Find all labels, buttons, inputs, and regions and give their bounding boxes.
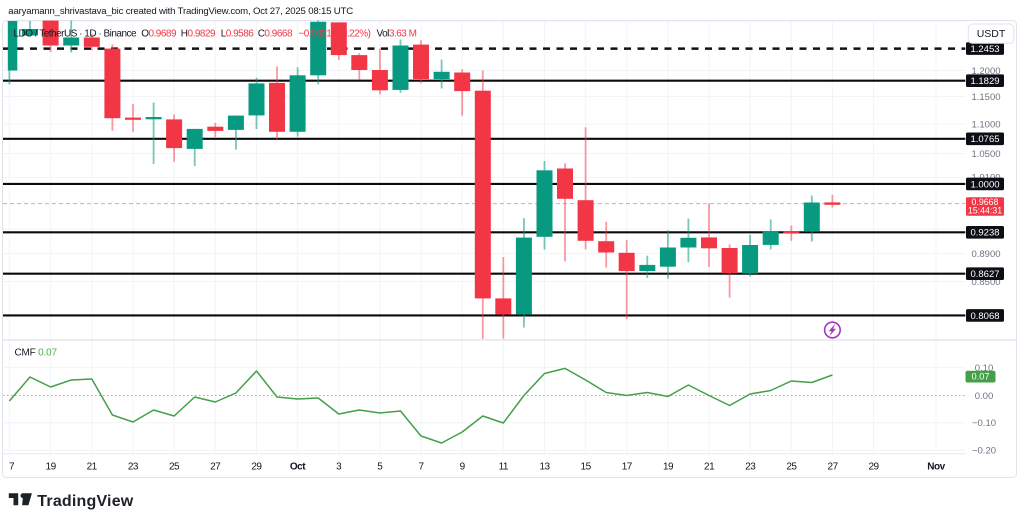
svg-text:1.0000: 1.0000 bbox=[970, 179, 999, 190]
svg-text:7: 7 bbox=[9, 462, 15, 473]
svg-text:Nov: Nov bbox=[927, 462, 945, 473]
svg-text:15: 15 bbox=[581, 462, 592, 473]
svg-text:15:44:31: 15:44:31 bbox=[968, 206, 1002, 216]
svg-text:3: 3 bbox=[336, 462, 342, 473]
svg-text:27: 27 bbox=[210, 462, 221, 473]
svg-text:−0.10: −0.10 bbox=[972, 418, 996, 429]
svg-text:29: 29 bbox=[868, 462, 879, 473]
svg-text:0.8627: 0.8627 bbox=[970, 269, 999, 280]
svg-text:19: 19 bbox=[46, 462, 57, 473]
svg-text:27: 27 bbox=[828, 462, 839, 473]
svg-text:29: 29 bbox=[251, 462, 262, 473]
svg-text:13: 13 bbox=[539, 462, 550, 473]
svg-text:LDO / TetherUS · 1D · Binance: LDO / TetherUS · 1D · Binance bbox=[14, 28, 138, 39]
svg-text:11: 11 bbox=[499, 462, 509, 473]
svg-text:21: 21 bbox=[87, 462, 98, 473]
svg-text:TradingView: TradingView bbox=[37, 493, 134, 510]
svg-text:L0.9586: L0.9586 bbox=[221, 28, 255, 39]
svg-text:Vol3.63 M: Vol3.63 M bbox=[377, 28, 417, 39]
svg-text:H0.9829: H0.9829 bbox=[181, 28, 216, 39]
svg-text:−0.20: −0.20 bbox=[972, 446, 996, 457]
svg-text:aaryamann_shrivastava_bic crea: aaryamann_shrivastava_bic created with T… bbox=[8, 6, 353, 17]
svg-text:1.1829: 1.1829 bbox=[970, 76, 999, 87]
svg-text:CMF 0.07: CMF 0.07 bbox=[15, 348, 58, 359]
svg-text:1.1000: 1.1000 bbox=[971, 119, 1000, 130]
svg-text:19: 19 bbox=[663, 462, 674, 473]
svg-text:21: 21 bbox=[704, 462, 715, 473]
svg-text:0.9668: 0.9668 bbox=[972, 197, 999, 207]
svg-text:C0.9668: C0.9668 bbox=[258, 28, 293, 39]
svg-text:23: 23 bbox=[128, 462, 139, 473]
svg-text:0.07: 0.07 bbox=[971, 372, 989, 382]
svg-text:O0.9689: O0.9689 bbox=[141, 28, 177, 39]
svg-text:9: 9 bbox=[460, 462, 466, 473]
svg-text:1.0765: 1.0765 bbox=[970, 134, 999, 145]
svg-text:25: 25 bbox=[169, 462, 180, 473]
svg-text:0.10: 0.10 bbox=[975, 363, 994, 374]
svg-text:−0.0021 (−0.22%): −0.0021 (−0.22%) bbox=[298, 28, 370, 39]
svg-text:5: 5 bbox=[377, 462, 383, 473]
svg-text:0.00: 0.00 bbox=[975, 391, 994, 402]
svg-text:0.8500: 0.8500 bbox=[971, 277, 1000, 288]
svg-text:1.2000: 1.2000 bbox=[971, 66, 1000, 77]
svg-text:1.2453: 1.2453 bbox=[970, 44, 999, 55]
svg-text:23: 23 bbox=[745, 462, 756, 473]
svg-text:7: 7 bbox=[418, 462, 424, 473]
svg-text:Oct: Oct bbox=[290, 462, 306, 473]
svg-text:17: 17 bbox=[622, 462, 633, 473]
svg-text:1.1500: 1.1500 bbox=[971, 92, 1000, 103]
svg-text:USDT: USDT bbox=[977, 28, 1006, 40]
svg-text:25: 25 bbox=[786, 462, 797, 473]
svg-text:0.8068: 0.8068 bbox=[970, 311, 999, 322]
svg-text:0.8900: 0.8900 bbox=[971, 249, 1000, 260]
svg-text:1.0500: 1.0500 bbox=[971, 149, 1000, 160]
svg-text:0.9238: 0.9238 bbox=[970, 228, 999, 239]
